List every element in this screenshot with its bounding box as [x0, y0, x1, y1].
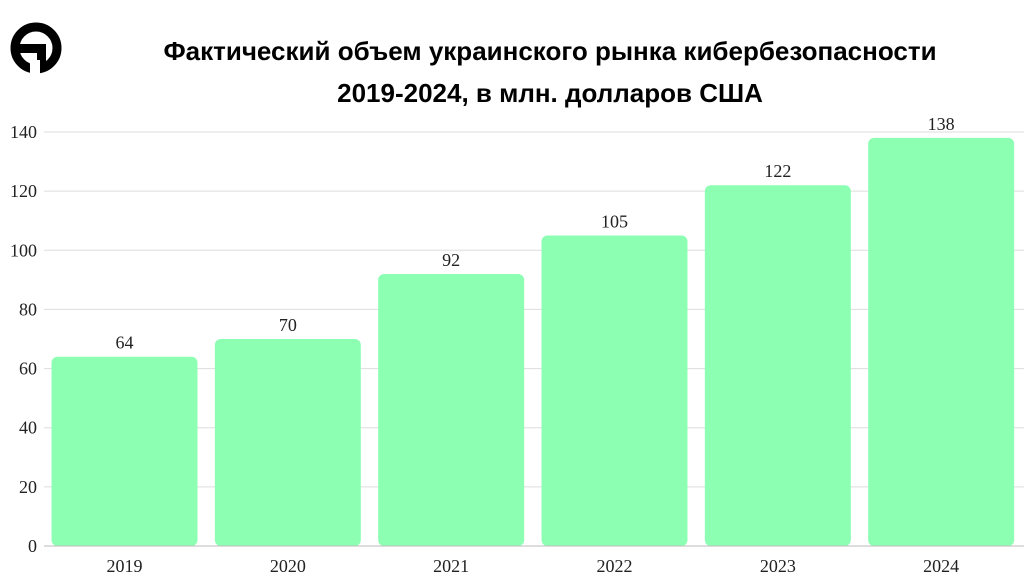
chart-title-line-1: Фактический объем украинского рынка кибе… — [163, 36, 937, 66]
chart-title: Фактический объем украинского рынка кибе… — [80, 30, 1020, 114]
x-tick-label: 2020 — [270, 556, 306, 576]
y-tick-label: 40 — [19, 418, 37, 438]
bar — [704, 185, 851, 546]
y-tick-label: 0 — [28, 536, 37, 556]
bar-value-label: 64 — [116, 333, 134, 353]
bar — [51, 356, 198, 546]
bar-value-label: 105 — [601, 212, 628, 232]
x-tick-label: 2019 — [107, 556, 143, 576]
bar — [541, 235, 688, 546]
bar — [378, 273, 525, 546]
x-tick-label: 2023 — [760, 556, 796, 576]
y-tick-label: 120 — [10, 181, 37, 201]
x-tick-label: 2024 — [923, 556, 959, 576]
x-tick-label: 2021 — [433, 556, 469, 576]
y-tick-label: 140 — [10, 122, 37, 142]
chart-title-line-2: 2019-2024, в млн. долларов США — [337, 78, 763, 108]
bar — [214, 339, 361, 546]
y-tick-label: 100 — [10, 240, 37, 260]
x-tick-label: 2022 — [597, 556, 633, 576]
bar-value-label: 138 — [928, 114, 955, 134]
y-tick-label: 60 — [19, 359, 37, 379]
y-tick-label: 20 — [19, 477, 37, 497]
bar-value-label: 92 — [442, 250, 460, 270]
bar — [868, 137, 1015, 546]
bar-value-label: 70 — [279, 315, 297, 335]
brand-logo-icon — [10, 22, 62, 76]
y-tick-label: 80 — [19, 299, 37, 319]
bar-value-label: 122 — [764, 161, 791, 181]
